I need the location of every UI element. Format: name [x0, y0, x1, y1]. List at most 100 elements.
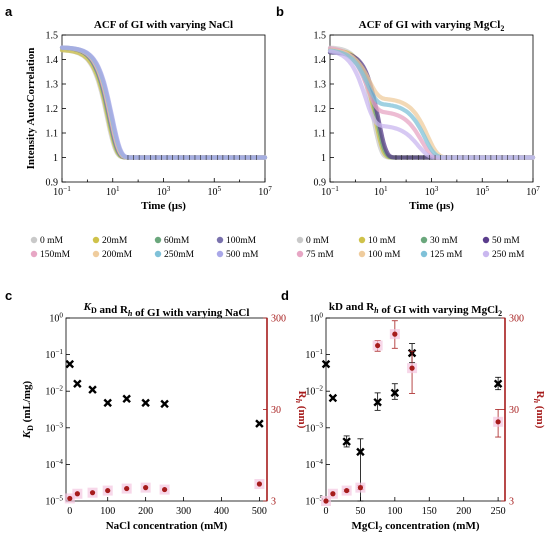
legend-swatch — [482, 236, 490, 244]
y-axis-label: Intensity AutoCorrelation — [25, 48, 37, 170]
y-tick-label: 1.3 — [314, 80, 327, 91]
rh-point — [74, 491, 80, 497]
kd-point — [88, 385, 97, 394]
legend-entry: 75 mM — [306, 250, 334, 260]
legend-entry: 100 mM — [368, 250, 401, 260]
y-tick-label: 10−2 — [305, 385, 323, 398]
rh-point — [323, 498, 329, 504]
series-line — [59, 45, 268, 160]
legend-swatch — [154, 236, 162, 244]
x-tick-label: 100 — [387, 506, 402, 517]
y-tick-label: 100 — [49, 312, 63, 325]
rh-point — [67, 495, 73, 502]
y-tick-label: 1 — [321, 153, 326, 164]
y-tick-label: 10−4 — [45, 458, 63, 471]
y-right-tick-label: 30 — [509, 405, 519, 416]
legend-entry: 500 mM — [226, 250, 259, 260]
chart-title: KD and Rh of GI with varying NaCl — [83, 301, 250, 319]
legend-entry: 0 mM — [40, 236, 64, 246]
x-tick-label: 10−1 — [321, 185, 339, 198]
legend-entry: 0 mM — [306, 236, 330, 246]
rh-point — [344, 487, 350, 494]
panel-letter: c — [5, 288, 12, 303]
x-tick-label: 200 — [456, 506, 471, 517]
kd-point — [390, 388, 400, 398]
y-tick-label: 10−3 — [305, 421, 323, 434]
rh-point — [162, 486, 168, 493]
rh-point — [143, 485, 149, 491]
y-right-tick-label: 300 — [271, 314, 286, 325]
legend-swatch — [296, 250, 304, 258]
x-tick-label: 105 — [207, 185, 221, 198]
legend-swatch — [358, 250, 366, 258]
y-tick-label: 1.1 — [314, 129, 327, 140]
legend-entry: 125 mM — [430, 250, 463, 260]
rh-point — [124, 485, 130, 492]
rh-point — [256, 481, 263, 487]
y-axis-label: KD (mL/mg) — [21, 380, 35, 439]
legend-swatch — [420, 236, 428, 244]
chart-title: ACF of GI with varying NaCl — [94, 19, 233, 31]
x-tick-label: 10−1 — [53, 185, 71, 198]
legend-entry: 30 mM — [430, 236, 458, 246]
rh-point — [89, 490, 96, 496]
kd-point — [255, 419, 264, 428]
legend-swatch — [358, 236, 366, 244]
legend-swatch — [420, 250, 428, 258]
rh-point — [392, 331, 398, 337]
kd-point — [103, 398, 112, 408]
panel-d: d kD and Rh of GI with varying MgCl2 10−5 1… — [281, 288, 546, 534]
legend-entry: 150mM — [40, 250, 71, 260]
y-tick-label: 1.3 — [46, 80, 59, 91]
panel-letter: d — [281, 288, 289, 303]
series-line — [327, 49, 536, 160]
legend-swatch — [30, 236, 38, 244]
rh-point — [357, 485, 364, 491]
x-tick-label: 400 — [214, 506, 229, 517]
x-tick-label: 101 — [106, 185, 120, 198]
x-tick-label: 200 — [138, 506, 153, 517]
y-tick-label: 10−1 — [45, 348, 63, 361]
legend-swatch — [154, 250, 162, 258]
panel-letter: b — [276, 4, 284, 19]
panel-a: a ACF of GI with varying NaCl 0.9 1 1.1 1.2 1.… — [5, 4, 272, 260]
y-tick-label: 10−3 — [45, 421, 63, 434]
x-tick-label: 0 — [324, 506, 329, 517]
kd-point — [160, 399, 169, 409]
rh-point — [105, 487, 111, 494]
kd-point — [73, 379, 82, 388]
legend-entry: 10 mM — [368, 236, 396, 246]
y-tick-label: 1 — [53, 153, 58, 164]
legend-entry: 250mM — [164, 250, 195, 260]
kd-point — [122, 394, 131, 404]
legend-entry: 60mM — [164, 236, 190, 246]
legend-swatch — [30, 250, 38, 258]
y-right-axis-label: Rh (nm) — [294, 391, 308, 429]
x-tick-label: 103 — [425, 185, 439, 198]
kd-point — [342, 437, 351, 446]
legend-swatch — [482, 250, 490, 258]
kd-point — [321, 359, 331, 369]
x-tick-label: 250 — [491, 506, 506, 517]
rh-point — [330, 491, 336, 497]
x-axis-label: Time (μs) — [409, 200, 454, 212]
y-tick-label: 10−5 — [45, 495, 63, 508]
plot-frame — [65, 317, 268, 502]
y-right-tick-label: 300 — [509, 314, 524, 325]
panel-b: b ACF of GI with varying MgCl2 0.9 1 1.1 1.2 1… — [276, 4, 540, 260]
panel-letter: a — [5, 4, 13, 19]
kd-point — [141, 398, 150, 408]
y-tick-label: 100 — [309, 312, 323, 325]
y-tick-label: 1.4 — [314, 55, 327, 66]
legend-entry: 200mM — [102, 250, 133, 260]
rh-point — [375, 342, 381, 349]
x-tick-label: 101 — [374, 185, 388, 198]
rh-point — [495, 419, 501, 425]
legend-swatch — [296, 236, 304, 244]
x-tick-label: 500 — [252, 506, 267, 517]
y-right-tick-label: 3 — [271, 497, 276, 508]
legend-entry: 20mM — [102, 236, 128, 246]
x-axis-label: Time (μs) — [141, 200, 186, 212]
y-tick-label: 0.9 — [46, 178, 59, 189]
